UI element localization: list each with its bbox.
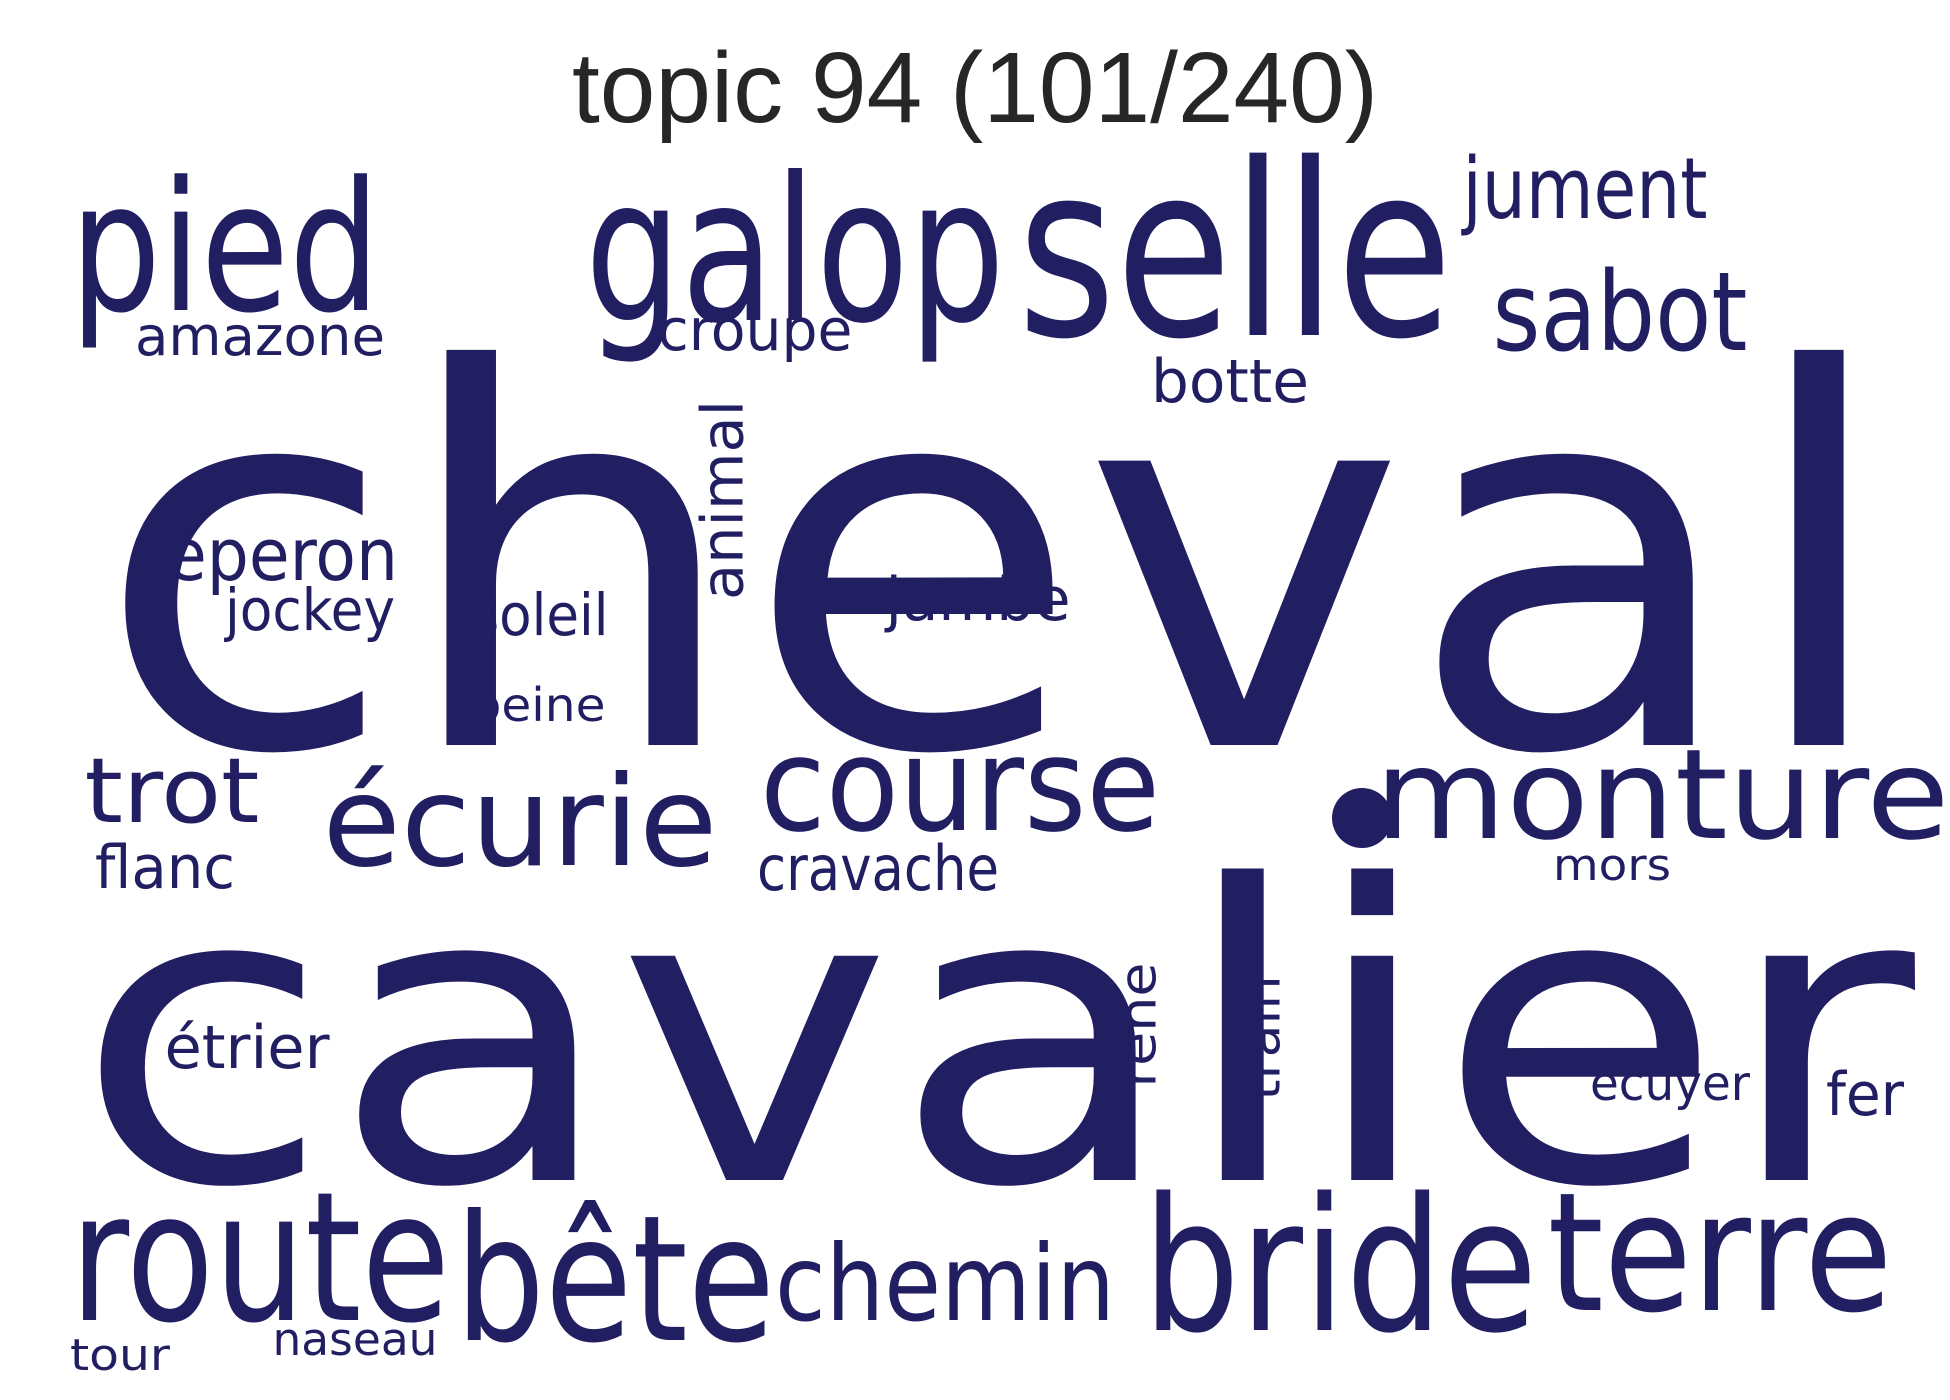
word-22: jambe	[884, 565, 1071, 635]
word-29: train	[1234, 976, 1292, 1101]
word-14: chemin	[775, 1223, 1115, 1345]
word-26: étrier	[165, 1013, 330, 1083]
word-15: jument	[1461, 140, 1708, 239]
word-23: amazone	[135, 305, 385, 368]
plot-title: topic 94 (101/240)	[571, 32, 1379, 144]
word-35: tour	[70, 1330, 171, 1381]
word-13: sabot	[1493, 248, 1748, 376]
word-2: cavalier	[75, 799, 1920, 1277]
word-12: écurie	[323, 750, 718, 895]
word-6: bride	[1143, 1158, 1538, 1374]
word-21: croupe	[658, 296, 853, 364]
word-34: naseau	[273, 1313, 438, 1366]
word-17: éperon	[166, 513, 398, 597]
word-20: botte	[1151, 347, 1309, 417]
word-19: cravache	[757, 832, 999, 905]
word-5: pied	[70, 144, 380, 353]
word-30: peine	[471, 678, 606, 732]
word-16: trot	[85, 739, 260, 844]
word-11: course	[760, 709, 1160, 861]
word-1: cheval	[95, 262, 1895, 868]
word-7: terre	[1548, 1157, 1893, 1349]
word-32: fer	[1826, 1060, 1904, 1130]
word-27: flanc	[95, 833, 235, 903]
word-8: route	[70, 1154, 450, 1363]
word-31: écuyer	[1590, 1056, 1750, 1112]
word-24: jockey	[223, 576, 395, 644]
word-10: monture	[1375, 723, 1950, 868]
word-9: bête	[455, 1179, 775, 1382]
word-25: soleil	[472, 581, 609, 649]
word-3: selle	[1018, 112, 1453, 392]
word-33: mors	[1553, 840, 1671, 891]
word-4: galop	[585, 135, 1005, 368]
word-18: animal	[688, 400, 756, 600]
word-28: rêne	[1110, 963, 1168, 1088]
dot-mark	[1332, 788, 1392, 848]
